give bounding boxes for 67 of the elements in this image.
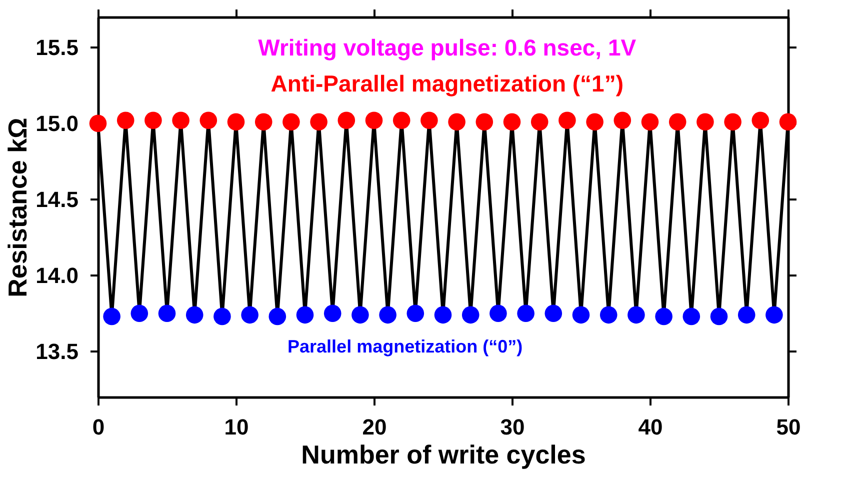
point (227, 113, 245, 131)
point (116, 112, 134, 130)
point (682, 308, 700, 326)
point (710, 308, 728, 326)
point (379, 306, 396, 324)
x-tick-label: 50 (776, 414, 801, 440)
point (766, 306, 783, 324)
point (544, 304, 562, 322)
point (89, 114, 107, 132)
point (103, 308, 120, 326)
point (130, 304, 148, 322)
x-tick-label: 30 (500, 414, 525, 440)
y-tick-label: 15.0 (36, 110, 78, 136)
point (752, 112, 770, 130)
point (517, 304, 534, 322)
y-tick-label: 13.5 (36, 338, 78, 364)
point (324, 304, 342, 322)
x-axis-title: Number of write cycles (301, 440, 586, 470)
point (586, 113, 604, 131)
point (448, 113, 466, 131)
point (420, 112, 438, 130)
point (668, 113, 686, 131)
annotation: Writing voltage pulse: 0.6 nsec, 1V (258, 34, 637, 61)
point (214, 308, 231, 326)
point (503, 113, 521, 131)
point (254, 113, 272, 131)
annotation: Anti-Parallel magnetization (“1”) (270, 70, 624, 96)
point (365, 112, 383, 130)
point (282, 113, 300, 131)
y-axis-title: Resistance kΩ (2, 118, 33, 298)
point (310, 113, 328, 131)
point (406, 304, 424, 322)
point (572, 306, 590, 324)
point (779, 113, 797, 131)
point (476, 113, 494, 131)
point (158, 304, 176, 322)
point (186, 306, 204, 324)
y-tick-label: 14.0 (36, 262, 78, 288)
x-tick-label: 20 (362, 414, 387, 440)
point (352, 306, 369, 324)
annotation: Parallel magnetization (“0”) (288, 336, 523, 357)
point (268, 308, 286, 326)
point (490, 304, 507, 322)
point (696, 113, 714, 131)
y-tick-label: 14.5 (36, 186, 78, 212)
point (434, 306, 452, 324)
point (392, 112, 410, 130)
point (614, 112, 632, 130)
x-tick-label: 10 (224, 414, 249, 440)
point (338, 112, 356, 130)
y-tick-label: 15.5 (36, 34, 78, 60)
point (172, 112, 190, 130)
x-tick-label: 40 (638, 414, 663, 440)
point (558, 112, 576, 130)
point (296, 306, 314, 324)
point (738, 306, 756, 324)
point (641, 113, 659, 131)
point (724, 113, 742, 131)
point (655, 308, 672, 326)
point (530, 113, 548, 131)
point (241, 306, 258, 324)
point (462, 306, 480, 324)
x-tick-label: 0 (92, 414, 105, 440)
point (600, 306, 618, 324)
point (628, 306, 645, 324)
point (144, 112, 162, 130)
point (200, 112, 218, 130)
